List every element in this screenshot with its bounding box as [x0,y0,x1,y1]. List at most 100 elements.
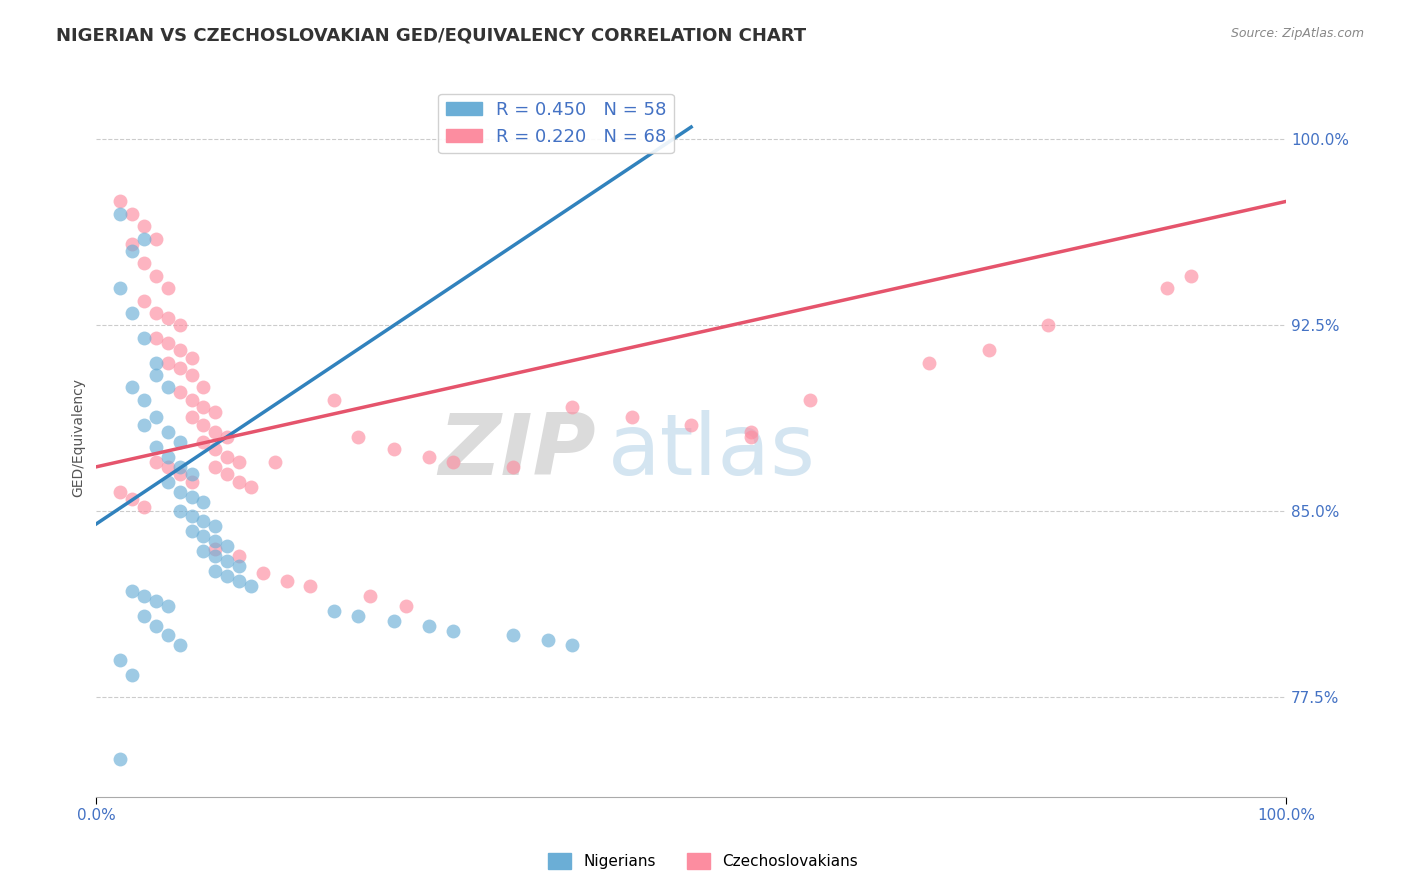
Point [217,430,239,444]
Point [156,356,179,370]
Point [217,569,239,583]
Point [121,244,143,258]
Point [121,306,143,320]
Point [180,524,202,539]
Point [169,467,191,482]
Point [132,500,155,514]
Point [121,491,143,506]
Point [193,401,215,415]
Point [180,490,202,504]
Point [132,608,155,623]
Point [204,459,226,474]
Point [228,475,250,489]
Text: ZIP: ZIP [439,410,596,493]
Point [217,539,239,553]
Point [156,335,179,350]
Point [252,566,274,581]
Point [145,455,167,469]
Point [418,618,440,632]
Point [240,480,263,494]
Point [156,450,179,464]
Legend: R = 0.450   N = 58, R = 0.220   N = 68: R = 0.450 N = 58, R = 0.220 N = 68 [439,94,673,153]
Point [193,435,215,450]
Point [156,475,179,489]
Point [180,467,202,482]
Point [620,410,643,425]
Point [169,435,191,450]
Point [132,331,155,345]
Point [204,442,226,457]
Text: NIGERIAN VS CZECHOSLOVAKIAN GED/EQUIVALENCY CORRELATION CHART: NIGERIAN VS CZECHOSLOVAKIAN GED/EQUIVALE… [56,27,807,45]
Point [145,410,167,425]
Point [169,385,191,400]
Point [193,417,215,432]
Point [193,529,215,543]
Point [132,232,155,246]
Point [323,604,346,618]
Point [1036,318,1059,333]
Point [108,194,131,209]
Point [204,405,226,419]
Point [132,293,155,308]
Point [132,417,155,432]
Point [156,281,179,295]
Point [121,380,143,394]
Point [323,392,346,407]
Point [502,628,524,642]
Point [1180,268,1202,283]
Point [441,455,464,469]
Point [169,504,191,518]
Point [132,256,155,270]
Point [204,534,226,549]
Point [217,450,239,464]
Point [228,574,250,588]
Point [299,579,322,593]
Point [228,549,250,563]
Point [193,544,215,558]
Legend: Nigerians, Czechoslovakians: Nigerians, Czechoslovakians [543,847,863,875]
Point [169,343,191,358]
Point [395,599,418,613]
Point [145,440,167,454]
Point [108,281,131,295]
Point [180,410,202,425]
Point [217,467,239,482]
Point [108,653,131,667]
Text: Source: ZipAtlas.com: Source: ZipAtlas.com [1230,27,1364,40]
Point [180,351,202,365]
Point [740,425,762,439]
Point [145,306,167,320]
Point [276,574,298,588]
Point [145,356,167,370]
Point [561,401,583,415]
Point [217,554,239,568]
Point [228,559,250,574]
Point [121,668,143,682]
Point [441,624,464,638]
Point [740,430,762,444]
Point [240,579,263,593]
Point [132,392,155,407]
Point [347,608,370,623]
Point [418,450,440,464]
Point [145,593,167,607]
Point [228,455,250,469]
Point [193,494,215,508]
Point [180,392,202,407]
Point [204,549,226,563]
Point [145,268,167,283]
Point [681,417,703,432]
Point [204,519,226,533]
Point [145,368,167,382]
Point [180,368,202,382]
Point [193,380,215,394]
Text: atlas: atlas [607,410,815,493]
Point [145,618,167,632]
Point [156,459,179,474]
Point [156,628,179,642]
Point [121,583,143,598]
Point [204,541,226,556]
Point [502,459,524,474]
Point [193,515,215,529]
Point [382,442,405,457]
